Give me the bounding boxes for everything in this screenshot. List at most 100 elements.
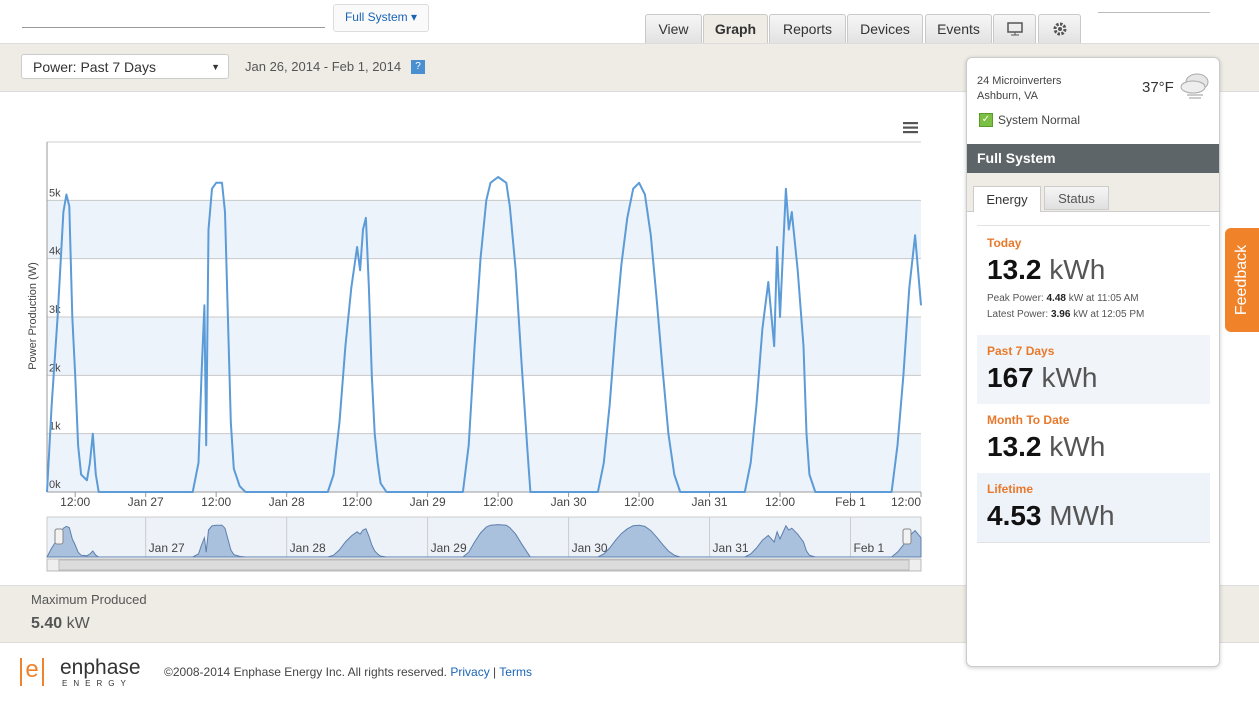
y-tick-label: 3k: [49, 304, 61, 316]
x-tick-label: 12:00: [342, 495, 372, 509]
peak-power: Peak Power: 4.48 kW at 11:05 AM: [987, 293, 1139, 304]
x-tick-label: 12:00: [624, 495, 654, 509]
y-axis-label: Power Production (W): [27, 262, 39, 370]
y-tick-label: 5k: [49, 187, 61, 199]
stat-label: Lifetime: [987, 482, 1034, 496]
peak-label: Peak Power:: [987, 293, 1044, 304]
y-tick-label: 0k: [49, 479, 61, 491]
logo-bracket: [20, 658, 44, 686]
latest-label: Latest Power:: [987, 309, 1049, 320]
panel-tab[interactable]: Status: [1044, 186, 1109, 210]
y-tick-label: 1k: [49, 421, 61, 433]
stat-value: 13.2 kWh: [987, 254, 1105, 286]
stat-label: Month To Date: [987, 413, 1070, 427]
stat-number: 167: [987, 362, 1034, 393]
link[interactable]: Privacy: [450, 665, 490, 679]
x-tick-label: Jan 28: [269, 495, 305, 509]
summary-number: 5.40: [31, 615, 63, 632]
y-tick-label: 4k: [49, 246, 61, 258]
status: System Normal: [998, 113, 1081, 127]
temperature: 37°F: [1142, 79, 1174, 96]
site-location: Ashburn, VA: [977, 90, 1038, 102]
power-line: [46, 176, 922, 493]
weather-icon: [1180, 73, 1209, 99]
panel-title: Full System: [967, 144, 1219, 173]
feedback-tab[interactable]: Feedback: [1225, 228, 1259, 332]
navigator-label: Jan 28: [290, 541, 326, 555]
stat-number: 4.53: [987, 500, 1042, 531]
navigator-area: [46, 524, 922, 558]
stat-unit: MWh: [1049, 500, 1115, 531]
x-tick-label: 12:00: [201, 495, 231, 509]
latest-value: 3.96: [1050, 309, 1071, 320]
range-select-label[interactable]: Power: Past 7 Days: [33, 59, 156, 75]
grid-band: [47, 433, 921, 492]
x-tick-label: Jan 30: [551, 495, 587, 509]
x-tick-label: 12:00: [483, 495, 513, 509]
navigator-label: Jan 29: [431, 541, 467, 555]
summary-label: Maximum Produced: [31, 592, 147, 607]
stat-block: Past 7 Days 167 kWh: [977, 335, 1210, 405]
logo-mark: e: [25, 656, 39, 683]
stat-today: Today 13.2 kWh Peak Power: 4.48 kW at 11…: [977, 225, 1210, 337]
navigator-handle[interactable]: [54, 528, 64, 545]
panel-tab-active[interactable]: Energy: [973, 186, 1041, 212]
stat-value: 167 kWh: [987, 362, 1098, 394]
link[interactable]: Terms: [499, 665, 532, 679]
x-tick-label: 12:00: [891, 495, 921, 509]
monitor-tab[interactable]: [993, 14, 1036, 43]
stat-value: 4.53 MWh: [987, 500, 1115, 532]
tab[interactable]: Devices: [847, 14, 923, 43]
stat-value: 13.2 kWh: [987, 431, 1105, 463]
stat-block: Lifetime 4.53 MWh: [977, 473, 1210, 543]
summary-unit: kW: [66, 615, 90, 632]
x-tick-label: 12:00: [765, 495, 795, 509]
latest-power: Latest Power: 3.96 kW at 12:05 PM: [987, 309, 1144, 320]
navigator-label: Jan 27: [149, 541, 185, 555]
copyright: ©2008-2014 Enphase Energy Inc. All right…: [164, 665, 448, 679]
stat-label: Today: [987, 236, 1022, 250]
search-line: [22, 27, 325, 28]
grid-band: [47, 317, 921, 376]
system-menu-label[interactable]: Full System: [344, 10, 408, 24]
stat-unit: kWh: [1041, 362, 1098, 393]
stat-block: Month To Date 13.2 kWh: [977, 404, 1210, 474]
tab[interactable]: View: [645, 14, 702, 43]
footer-text: ©2008-2014 Enphase Energy Inc. All right…: [164, 665, 532, 679]
logo: enphase: [60, 656, 141, 679]
tab-active[interactable]: Graph: [703, 14, 768, 43]
feedback-label[interactable]: Feedback: [1233, 244, 1250, 316]
stat-unit: kWh: [1049, 254, 1106, 285]
scrollbar-thumb: [58, 559, 910, 571]
status-check: ✓: [979, 113, 993, 127]
range-select[interactable]: Power: Past 7 Days ▼: [21, 54, 229, 79]
system-menu[interactable]: Full System ▾: [333, 4, 429, 32]
top-line: [1098, 12, 1210, 13]
navigator-handle[interactable]: [902, 528, 912, 545]
logo-sub: ENERGY: [62, 679, 132, 688]
menu-icon[interactable]: [903, 122, 918, 134]
peak-value: 4.48: [1046, 293, 1066, 304]
navigator-label: Jan 30: [572, 541, 608, 555]
navigator-label: Jan 31: [713, 541, 749, 555]
date-range: Jan 26, 2014 - Feb 1, 2014: [245, 59, 402, 74]
summary-value: 5.40 kW: [31, 615, 90, 633]
navigator-label: Feb 1: [854, 541, 885, 555]
x-tick-label: Jan 31: [692, 495, 728, 509]
tab[interactable]: Events: [925, 14, 992, 43]
stat-unit: kWh: [1049, 431, 1106, 462]
help-icon[interactable]: ?: [411, 60, 425, 74]
settings-tab[interactable]: [1038, 14, 1081, 43]
x-tick-label: Feb 1: [835, 495, 866, 509]
separator: |: [493, 665, 497, 679]
stat-label: Past 7 Days: [987, 344, 1055, 358]
stat-number: 13.2: [987, 431, 1042, 462]
x-tick-label: Jan 29: [410, 495, 446, 509]
tab[interactable]: Reports: [769, 14, 846, 43]
stat-number: 13.2: [987, 254, 1042, 285]
latest-detail: kW at 12:05 PM: [1073, 309, 1145, 320]
x-tick-label: 12:00: [60, 495, 90, 509]
x-tick-label: Jan 27: [128, 495, 164, 509]
